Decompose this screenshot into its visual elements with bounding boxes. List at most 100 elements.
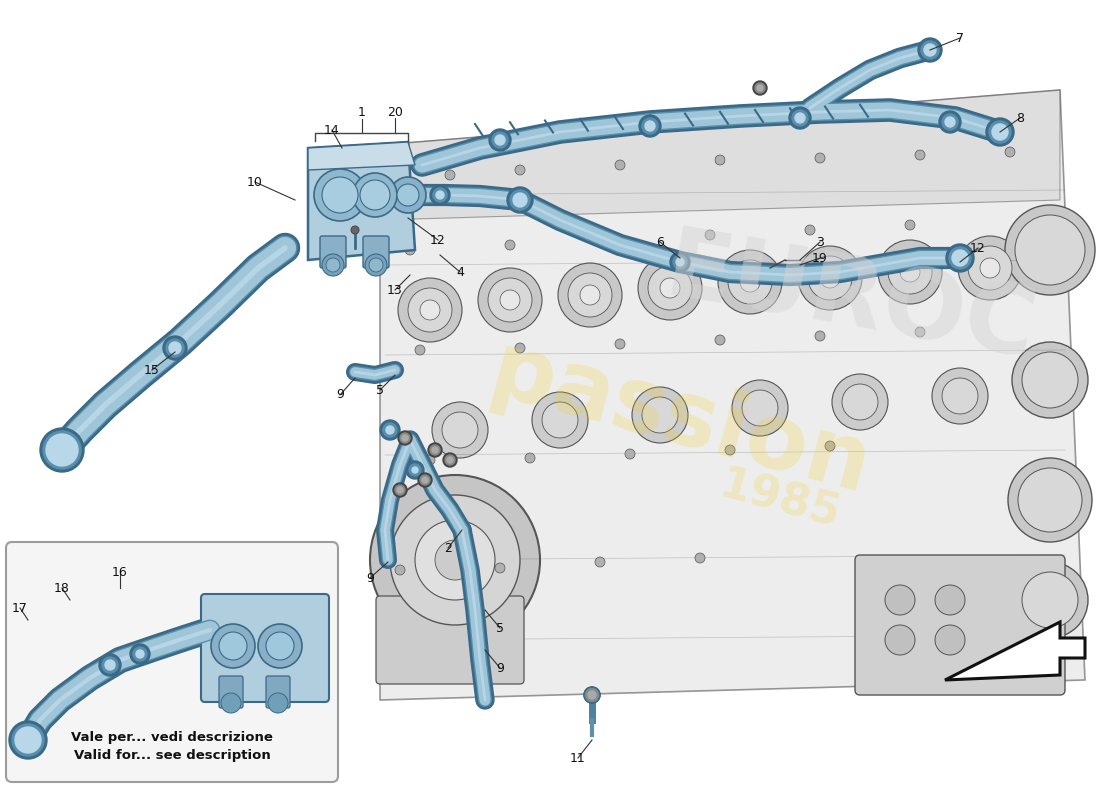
Circle shape bbox=[1012, 342, 1088, 418]
Circle shape bbox=[795, 113, 805, 123]
FancyBboxPatch shape bbox=[320, 236, 346, 268]
Circle shape bbox=[365, 254, 387, 276]
Circle shape bbox=[588, 691, 596, 699]
Text: 13: 13 bbox=[387, 283, 403, 297]
Circle shape bbox=[645, 121, 654, 131]
Circle shape bbox=[992, 124, 1008, 140]
Circle shape bbox=[398, 431, 412, 445]
Circle shape bbox=[322, 254, 344, 276]
Circle shape bbox=[1022, 352, 1078, 408]
Circle shape bbox=[221, 693, 241, 713]
Circle shape bbox=[525, 453, 535, 463]
Circle shape bbox=[406, 461, 424, 479]
Circle shape bbox=[163, 336, 187, 360]
Circle shape bbox=[755, 83, 764, 93]
Circle shape bbox=[360, 180, 390, 210]
Circle shape bbox=[615, 339, 625, 349]
Circle shape bbox=[639, 115, 661, 137]
Circle shape bbox=[46, 434, 78, 466]
Circle shape bbox=[660, 278, 680, 298]
Circle shape bbox=[595, 557, 605, 567]
Circle shape bbox=[939, 111, 961, 133]
Text: 1985: 1985 bbox=[715, 463, 845, 537]
Text: 1: 1 bbox=[358, 106, 365, 119]
FancyBboxPatch shape bbox=[266, 676, 290, 708]
Circle shape bbox=[432, 447, 438, 453]
Circle shape bbox=[915, 150, 925, 160]
Circle shape bbox=[515, 343, 525, 353]
Text: 14: 14 bbox=[324, 123, 340, 137]
Circle shape bbox=[398, 278, 462, 342]
Circle shape bbox=[383, 423, 397, 437]
Circle shape bbox=[718, 250, 782, 314]
Circle shape bbox=[40, 428, 84, 472]
Circle shape bbox=[792, 110, 808, 126]
Circle shape bbox=[886, 625, 915, 655]
Circle shape bbox=[842, 384, 878, 420]
Circle shape bbox=[921, 41, 939, 59]
Circle shape bbox=[104, 660, 116, 670]
Polygon shape bbox=[379, 90, 1085, 700]
Circle shape bbox=[370, 475, 540, 645]
Circle shape bbox=[415, 520, 495, 600]
Circle shape bbox=[949, 247, 971, 269]
Circle shape bbox=[510, 190, 530, 210]
Circle shape bbox=[430, 185, 450, 205]
Circle shape bbox=[968, 246, 1012, 290]
Circle shape bbox=[402, 435, 408, 441]
Circle shape bbox=[169, 342, 182, 354]
Circle shape bbox=[605, 235, 615, 245]
Circle shape bbox=[918, 38, 942, 62]
Circle shape bbox=[428, 443, 442, 457]
Text: 18: 18 bbox=[54, 582, 70, 594]
Circle shape bbox=[425, 455, 435, 465]
Circle shape bbox=[219, 632, 248, 660]
Circle shape bbox=[642, 397, 678, 433]
FancyBboxPatch shape bbox=[376, 596, 524, 684]
Circle shape bbox=[412, 467, 418, 473]
Circle shape bbox=[130, 644, 150, 664]
Circle shape bbox=[648, 266, 692, 310]
Circle shape bbox=[379, 420, 400, 440]
Circle shape bbox=[1005, 147, 1015, 157]
Circle shape bbox=[1008, 458, 1092, 542]
Circle shape bbox=[725, 445, 735, 455]
Circle shape bbox=[632, 387, 688, 443]
Circle shape bbox=[446, 455, 455, 465]
Circle shape bbox=[268, 693, 288, 713]
Circle shape bbox=[488, 278, 532, 322]
FancyBboxPatch shape bbox=[201, 594, 329, 702]
Circle shape bbox=[505, 240, 515, 250]
Circle shape bbox=[754, 81, 767, 95]
Circle shape bbox=[390, 177, 426, 213]
Text: 4: 4 bbox=[456, 266, 464, 278]
Circle shape bbox=[942, 114, 958, 130]
Circle shape bbox=[958, 236, 1022, 300]
Circle shape bbox=[924, 44, 936, 56]
Text: Valid for... see description: Valid for... see description bbox=[74, 750, 271, 762]
Circle shape bbox=[586, 689, 598, 701]
Circle shape bbox=[1005, 205, 1094, 295]
Circle shape bbox=[166, 339, 184, 357]
Circle shape bbox=[584, 687, 600, 703]
FancyBboxPatch shape bbox=[6, 542, 338, 782]
Circle shape bbox=[136, 650, 144, 658]
Circle shape bbox=[932, 368, 988, 424]
Circle shape bbox=[942, 378, 978, 414]
Circle shape bbox=[353, 173, 397, 217]
Circle shape bbox=[405, 245, 415, 255]
Circle shape bbox=[507, 187, 534, 213]
Circle shape bbox=[442, 412, 478, 448]
Circle shape bbox=[322, 177, 358, 213]
FancyBboxPatch shape bbox=[855, 555, 1065, 695]
Text: 15: 15 bbox=[144, 363, 159, 377]
Circle shape bbox=[368, 258, 383, 272]
Text: 19: 19 bbox=[812, 251, 828, 265]
Circle shape bbox=[625, 449, 635, 459]
Circle shape bbox=[695, 553, 705, 563]
Circle shape bbox=[732, 380, 788, 436]
FancyBboxPatch shape bbox=[219, 676, 243, 708]
Circle shape bbox=[443, 453, 456, 467]
Circle shape bbox=[728, 260, 772, 304]
Circle shape bbox=[638, 256, 702, 320]
